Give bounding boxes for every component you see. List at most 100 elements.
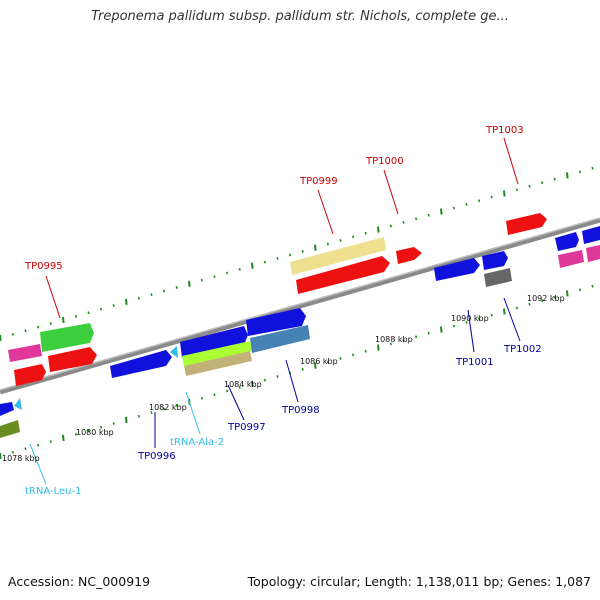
minor-tick [364, 231, 367, 235]
minor-tick [339, 239, 342, 242]
minor-tick [112, 304, 115, 307]
minor-tick [478, 199, 481, 203]
genome-summary-text: Topology: circular; Length: 1,138,011 bp… [247, 574, 591, 589]
scale-label: 1088 kbp [375, 335, 413, 344]
major-tick [0, 334, 2, 342]
gene-label-tp0997[interactable]: TP0997 [227, 422, 266, 433]
gene-feature[interactable] [182, 341, 252, 366]
minor-tick [515, 188, 518, 192]
minor-tick [24, 447, 27, 451]
rna-label-trna-leu-1[interactable]: tRNA-Leu-1 [25, 486, 81, 497]
gene-feature[interactable] [296, 256, 390, 294]
minor-tick [200, 396, 203, 400]
minor-tick [175, 286, 178, 289]
gene-feature[interactable] [14, 364, 46, 386]
minor-tick [24, 329, 27, 333]
gene-feature[interactable] [555, 232, 579, 251]
major-tick [566, 172, 569, 179]
gene-feature[interactable] [8, 344, 42, 362]
minor-tick [11, 450, 14, 454]
scale-label: 1084 kbp [224, 380, 262, 389]
minor-tick [352, 353, 355, 357]
minor-tick [515, 306, 518, 310]
major-tick [503, 190, 506, 197]
minor-tick [591, 166, 594, 170]
gene-feature[interactable] [558, 250, 584, 268]
major-tick [0, 452, 2, 460]
minor-tick [74, 314, 77, 318]
major-tick [125, 416, 128, 423]
minor-tick [87, 429, 90, 433]
gene-feature[interactable] [506, 213, 547, 235]
minor-tick [578, 170, 581, 174]
minor-tick [276, 375, 279, 378]
minor-tick [528, 184, 531, 188]
minor-tick [200, 278, 203, 282]
minor-tick [37, 443, 40, 447]
scale-label: 1086 kbp [300, 357, 338, 366]
gene-label-tp0999[interactable]: TP0999 [299, 176, 338, 187]
gene-feature[interactable] [290, 237, 386, 275]
backbone-highlight [0, 217, 600, 391]
minor-tick [276, 257, 279, 260]
gene-label-tp1001[interactable]: TP1001 [455, 357, 494, 368]
minor-tick [301, 249, 304, 253]
gene-label-tp0995[interactable]: TP0995 [24, 261, 63, 272]
minor-tick [163, 407, 166, 411]
gene-label-tp0996[interactable]: TP0996 [137, 451, 176, 462]
gene-feature[interactable] [40, 323, 94, 352]
minor-tick [490, 195, 493, 199]
outer-tick-ring [0, 166, 594, 342]
gene-feature[interactable] [48, 347, 97, 372]
minor-tick [553, 295, 556, 299]
minor-tick [137, 296, 140, 300]
gene-feature[interactable] [484, 268, 512, 287]
accession-text: Accession: NC_000919 [8, 574, 151, 589]
gene-label-tp0998[interactable]: TP0998 [281, 405, 320, 416]
minor-tick [37, 325, 40, 329]
scale-label: 1082 kbp [149, 403, 187, 412]
gene-feature[interactable] [250, 325, 310, 353]
leader-lines [29, 137, 521, 485]
gene-feature[interactable] [396, 247, 422, 264]
gene-feature[interactable] [0, 402, 14, 416]
minor-tick [452, 324, 455, 328]
minor-tick [226, 389, 229, 393]
minor-tick [49, 322, 52, 325]
minor-tick [87, 311, 90, 315]
rna-label-trna-ala-2[interactable]: tRNA-Ala-2 [170, 437, 224, 448]
gene-feature[interactable] [482, 251, 508, 270]
rna-feature[interactable] [14, 398, 22, 410]
gene-label-tp1003[interactable]: TP1003 [485, 125, 524, 136]
major-tick [566, 290, 569, 297]
minor-tick [74, 432, 77, 436]
gene-feature[interactable] [586, 245, 600, 262]
scale-label: 1080 kbp [76, 428, 114, 437]
minor-tick [415, 335, 418, 339]
scale-label: 1090 kbp [451, 314, 489, 323]
minor-tick [100, 307, 103, 311]
minor-tick [49, 440, 52, 443]
rna-feature[interactable] [170, 346, 178, 358]
gene-feature[interactable] [180, 326, 248, 358]
gene-feature[interactable] [110, 350, 172, 378]
major-tick [314, 362, 317, 369]
minor-tick [301, 367, 304, 371]
gene-feature[interactable] [434, 258, 480, 281]
gene-feature[interactable] [0, 420, 20, 438]
minor-tick [415, 217, 418, 221]
minor-tick [364, 349, 367, 353]
gene-label-tp1002[interactable]: TP1002 [503, 344, 542, 355]
minor-tick [389, 224, 392, 228]
minor-tick [389, 342, 392, 346]
gene-label-tp1000[interactable]: TP1000 [365, 156, 404, 167]
minor-tick [238, 385, 241, 389]
minor-tick [402, 221, 405, 224]
gene-feature[interactable] [184, 351, 252, 376]
minor-tick [465, 202, 468, 206]
major-tick [440, 326, 443, 333]
minor-tick [11, 332, 14, 336]
gene-feature[interactable] [582, 226, 600, 244]
minor-tick [541, 181, 544, 185]
gene-feature[interactable] [246, 308, 306, 336]
